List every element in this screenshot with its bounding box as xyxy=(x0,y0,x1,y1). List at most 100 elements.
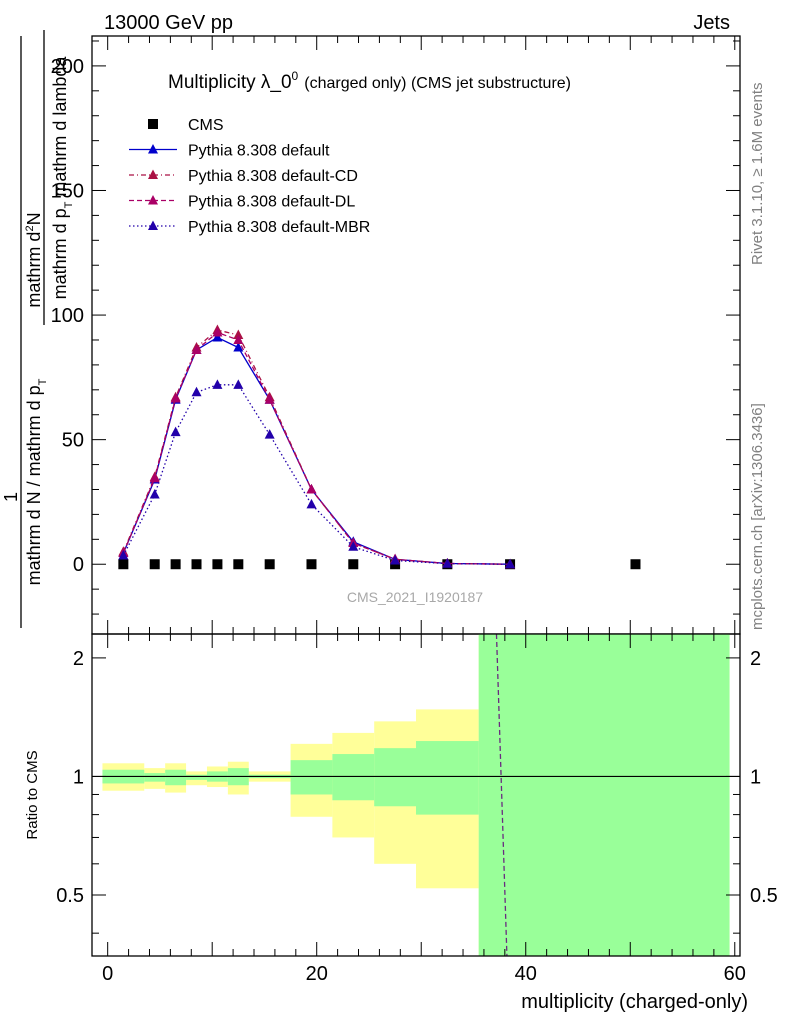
y-label-one: 1 xyxy=(1,492,21,502)
series-marker-4 xyxy=(264,429,275,439)
ratio-lines-layer xyxy=(92,633,740,957)
cms-data-point xyxy=(118,559,129,570)
series-marker-2 xyxy=(233,329,244,339)
y-label-pre-den-sub: T xyxy=(37,378,49,385)
ratio-band-green xyxy=(144,773,166,782)
ratio-y-tick-label-right: 1 xyxy=(750,766,761,788)
legend-marker xyxy=(148,144,158,154)
series-marker-4 xyxy=(118,550,129,560)
main-y-tick-label: 50 xyxy=(62,430,84,452)
cms-data-point xyxy=(233,559,244,570)
ratio-y-tick-label: 2 xyxy=(73,648,84,670)
mcplots-label: mcplots.cern.ch [arXiv:1306.3436] xyxy=(749,403,766,630)
chart-subtitle: (charged only) (CMS jet substructure) xyxy=(304,75,571,92)
ratio-band-green xyxy=(332,754,375,801)
ratio-band-green xyxy=(186,774,207,780)
series-marker-4 xyxy=(348,541,359,551)
legend-marker xyxy=(148,119,158,129)
cms-data-point xyxy=(306,559,317,570)
series-marker-1 xyxy=(212,331,223,342)
series-marker-3 xyxy=(149,472,160,483)
series-marker-4 xyxy=(170,426,181,437)
cms-data-point xyxy=(264,559,275,570)
series-line-3 xyxy=(122,331,511,565)
ratio-band-green xyxy=(165,769,187,786)
ratio-plot-panel: 0.5 0.51 12 20 20 40 60 Ratio to CMS multiplic… xyxy=(24,633,778,1013)
series-marker-3 xyxy=(170,393,181,403)
main-y-axis-label: 1 mathrm d2N mathrm d pT mathrm d lambda… xyxy=(1,30,75,628)
cms-data-point xyxy=(170,559,181,570)
ratio-bands-layer xyxy=(102,634,730,956)
legend-label: Pythia 8.308 default-CD xyxy=(188,168,358,185)
cms-data-point xyxy=(348,559,359,570)
main-y-tick-label: 0 xyxy=(73,554,84,576)
series-marker-4 xyxy=(212,379,223,389)
ratio-y-tick-label: 0.5 xyxy=(56,885,84,907)
legend-label: Pythia 8.308 default-MBR xyxy=(188,219,370,236)
y-label-outer-den: mathrm d N / mathrm d pT xyxy=(24,378,49,585)
header-right-label: Jets xyxy=(693,12,730,34)
cms-data-point xyxy=(212,559,223,570)
main-y-tick-label: 200 xyxy=(51,56,84,78)
series-marker-4 xyxy=(390,554,401,565)
x-tick-label: 0 xyxy=(102,963,113,985)
chart-title: Multiplicity λ_00 (charged only) (CMS jet… xyxy=(168,69,571,93)
series-marker-1 xyxy=(233,341,244,352)
cms-data-point xyxy=(149,559,160,570)
y-label-inner-den: mathrm d pT mathrm d lambda xyxy=(50,56,75,300)
legend-marker xyxy=(148,220,158,230)
legend-label: Pythia 8.308 default-DL xyxy=(188,194,355,211)
main-y-tick-label: 150 xyxy=(51,180,84,202)
chart-title-main: Multiplicity λ_0 xyxy=(168,72,292,93)
y-label-inner-num: mathrm d2N xyxy=(24,212,44,307)
ratio-frame xyxy=(91,633,741,957)
watermark-label: CMS_2021_I1920187 xyxy=(347,589,483,605)
series-marker-4 xyxy=(306,498,317,509)
legend: CMS Pythia 8.308 default Pythia 8.308 defa… xyxy=(129,117,370,236)
series-marker-4 xyxy=(233,379,244,389)
ratio-series-line xyxy=(495,633,508,957)
legend-marker xyxy=(148,169,158,179)
x-tick-label: 20 xyxy=(306,963,328,985)
series-line-2 xyxy=(122,329,511,565)
legend-label: Pythia 8.308 default xyxy=(188,143,330,160)
header-left-label: 13000 GeV pp xyxy=(104,12,233,34)
ratio-y-tick-label: 1 xyxy=(73,766,84,788)
ratio-y-tick-label-right: 2 xyxy=(750,648,761,670)
cms-data-point xyxy=(191,559,202,570)
series-marker-3 xyxy=(306,483,317,494)
y-label-den-sub: T xyxy=(63,201,75,208)
series-marker-4 xyxy=(442,558,453,568)
series-marker-4 xyxy=(505,558,516,569)
ratio-band-green xyxy=(478,634,730,956)
ratio-band-green xyxy=(416,741,479,815)
legend-label: CMS xyxy=(188,117,224,134)
series-line-4 xyxy=(122,384,511,565)
series-marker-3 xyxy=(264,394,275,404)
series-marker-4 xyxy=(149,488,160,499)
series-marker-3 xyxy=(191,344,202,354)
chart-title-sup: 0 xyxy=(292,69,299,83)
x-tick-label: 60 xyxy=(724,963,746,985)
x-axis-label: multiplicity (charged-only) xyxy=(521,991,748,1013)
series-line-1 xyxy=(122,336,511,565)
legend-marker xyxy=(148,195,158,205)
ratio-band-green xyxy=(290,760,333,795)
x-tick-label: 40 xyxy=(515,963,537,985)
main-series-layer xyxy=(118,324,641,570)
ratio-axes-layer: 0.5 0.51 12 20 20 40 60 xyxy=(56,633,778,985)
series-marker-4 xyxy=(191,386,202,397)
cms-data-point xyxy=(630,559,641,570)
series-marker-3 xyxy=(233,334,244,344)
series-marker-3 xyxy=(212,327,223,337)
y-label-den-tail: mathrm d lambda xyxy=(50,56,70,202)
ratio-y-axis-label: Ratio to CMS xyxy=(24,750,41,839)
y-label-num-a: mathrm d xyxy=(24,232,44,308)
rivet-version-label: Rivet 3.1.10, ≥ 1.6M events xyxy=(749,83,766,266)
y-label-num-sup: 2 xyxy=(24,225,36,231)
y-label-den-a: mathrm d p xyxy=(50,208,70,299)
ratio-y-tick-label-right: 0.5 xyxy=(750,885,778,907)
y-label-num-tail: N xyxy=(24,212,44,225)
